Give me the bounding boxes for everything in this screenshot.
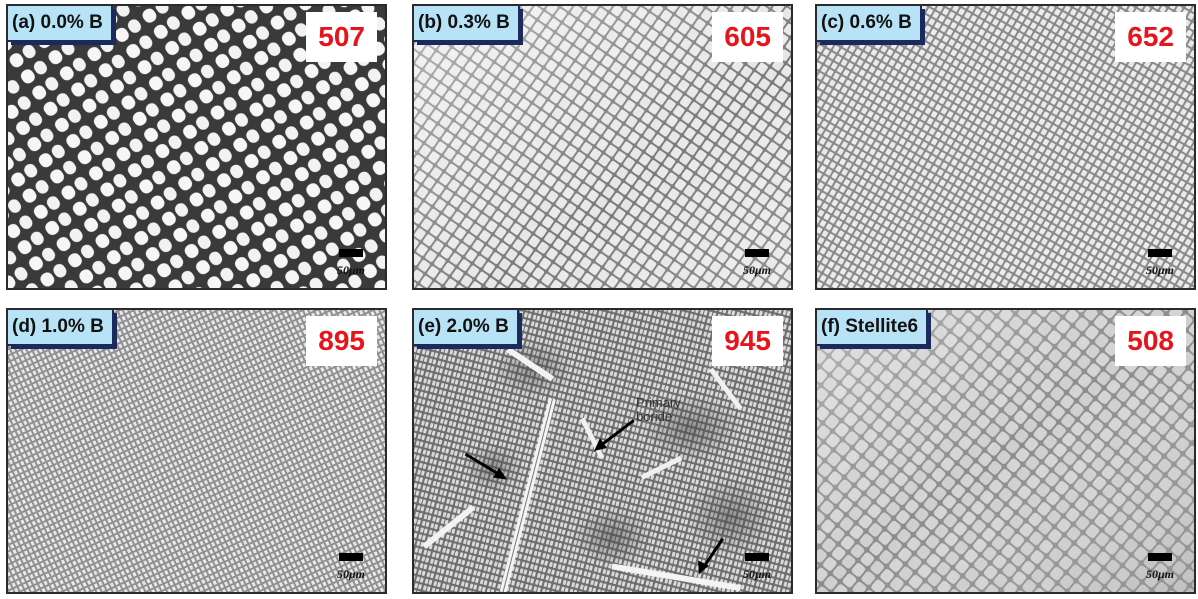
arrow-icon <box>594 419 635 451</box>
scale-bar: 50μm <box>739 249 775 278</box>
hardness-value: 507 <box>306 12 377 62</box>
annotation-line: Primary <box>636 395 681 410</box>
scale-bar-label: 50μm <box>336 263 365 277</box>
scale-bar: 50μm <box>1142 249 1178 278</box>
scale-bar-label: 50μm <box>336 567 365 581</box>
hardness-value: 508 <box>1115 316 1186 366</box>
scale-bar-label: 50μm <box>1145 567 1174 581</box>
hardness-value: 945 <box>712 316 783 366</box>
hardness-value: 895 <box>306 316 377 366</box>
boride-annotation: Primary boride <box>636 396 681 424</box>
panel-label: (c) 0.6% B <box>817 6 922 42</box>
micrograph-panel-e: Primary boride (e) 2.0% B 945 50μm <box>412 308 793 594</box>
scale-bar-line <box>745 553 769 561</box>
scale-bar-line <box>1148 249 1172 257</box>
scale-bar: 50μm <box>333 249 369 278</box>
hardness-value: 652 <box>1115 12 1186 62</box>
arrow-icon <box>464 452 508 480</box>
scale-bar: 50μm <box>1142 553 1178 582</box>
scale-bar-line <box>339 553 363 561</box>
hardness-value: 605 <box>712 12 783 62</box>
panel-label: (b) 0.3% B <box>414 6 520 42</box>
scale-bar: 50μm <box>333 553 369 582</box>
micrograph-panel-d: (d) 1.0% B 895 50μm <box>6 308 387 594</box>
scale-bar: 50μm <box>739 553 775 582</box>
scale-bar-label: 50μm <box>742 567 771 581</box>
panel-label: (d) 1.0% B <box>8 310 114 346</box>
arrow-icon <box>697 537 724 575</box>
panel-label: (e) 2.0% B <box>414 310 519 346</box>
annotation-line: boride <box>636 409 673 424</box>
micrograph-panel-c: (c) 0.6% B 652 50μm <box>815 4 1196 290</box>
scale-bar-line <box>1148 553 1172 561</box>
scale-bar-label: 50μm <box>1145 263 1174 277</box>
scale-bar-label: 50μm <box>742 263 771 277</box>
micrograph-panel-b: (b) 0.3% B 605 50μm <box>412 4 793 290</box>
panel-label: (a) 0.0% B <box>8 6 113 42</box>
scale-bar-line <box>339 249 363 257</box>
panel-label: (f) Stellite6 <box>817 310 929 346</box>
micrograph-panel-f: (f) Stellite6 508 50μm <box>815 308 1196 594</box>
micrograph-panel-a: (a) 0.0% B 507 50μm <box>6 4 387 290</box>
scale-bar-line <box>745 249 769 257</box>
micrograph-image-e <box>414 310 791 592</box>
